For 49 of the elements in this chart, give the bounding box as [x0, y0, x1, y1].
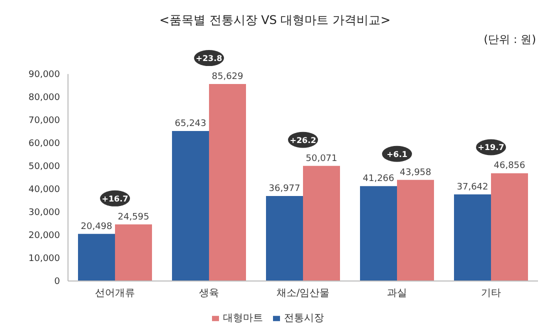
- bar: [303, 166, 340, 281]
- data-label: 41,266: [362, 174, 395, 184]
- y-tick-label: 10,000: [28, 254, 60, 264]
- y-tick-label: 60,000: [28, 139, 60, 150]
- y-tick-label: 50,000: [28, 162, 60, 172]
- y-tick-label: 70,000: [28, 116, 60, 126]
- y-tick-label: 20,000: [28, 231, 60, 242]
- value-badge: +26.2: [288, 132, 318, 148]
- bar: [360, 186, 397, 281]
- data-label: 36,977: [268, 184, 300, 194]
- legend-label: 전통시장: [284, 313, 324, 324]
- bar: [454, 194, 491, 281]
- x-tick-label: 기타: [481, 288, 501, 300]
- annotation: +16.7: [102, 194, 128, 204]
- value-badge: +23.8: [194, 50, 224, 66]
- x-tick-label: 생육: [199, 288, 219, 300]
- data-label: 50,071: [306, 154, 338, 164]
- bar: [491, 173, 528, 281]
- data-label: 24,595: [118, 212, 150, 222]
- annotation: +26.2: [290, 136, 316, 145]
- bar: [172, 130, 209, 281]
- y-tick-label: 90,000: [28, 70, 60, 80]
- data-label: 65,243: [174, 118, 206, 129]
- data-label: 46,856: [494, 161, 526, 172]
- annotation: +23.8: [196, 54, 223, 64]
- bar: [115, 224, 152, 281]
- chart-title: <품목별 전통시장 VS 대형마트 가격비교>: [158, 12, 392, 29]
- annotation: +19.7: [478, 143, 504, 152]
- data-label: 20,498: [80, 222, 113, 232]
- data-label: 37,642: [456, 182, 488, 192]
- bar: [78, 234, 115, 281]
- legend-label: 대형마트: [223, 313, 263, 324]
- bar: [266, 196, 303, 281]
- data-label: 43,958: [400, 168, 432, 178]
- value-badge: +6.1: [382, 146, 412, 162]
- x-tick-label: 선어개류: [95, 288, 135, 300]
- chart-subtitle: (단위 : 원): [484, 32, 536, 47]
- y-tick-label: 40,000: [28, 185, 60, 196]
- y-tick-label: 80,000: [28, 93, 60, 104]
- x-tick-label: 채소/임산물: [276, 288, 330, 300]
- bar: [397, 180, 434, 281]
- data-label: 85,629: [212, 72, 244, 82]
- value-badge: +16.7: [100, 190, 130, 206]
- annotation: +6.1: [386, 150, 408, 159]
- y-tick-label: 0: [54, 277, 60, 288]
- bar: [209, 84, 246, 281]
- y-tick-label: 30,000: [28, 208, 60, 218]
- x-tick-label: 과실: [387, 288, 407, 300]
- value-badge: +19.7: [476, 139, 506, 156]
